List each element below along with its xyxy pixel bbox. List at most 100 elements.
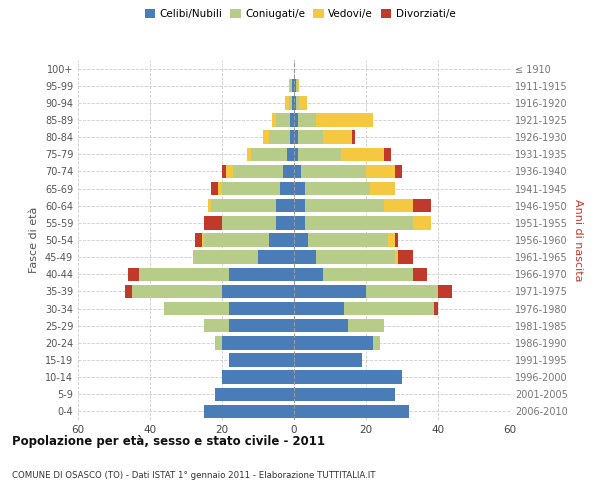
Y-axis label: Anni di nascita: Anni di nascita [573, 198, 583, 281]
Bar [395, 250, 398, 264]
Bar [316, 114, 373, 126]
Bar [341, 148, 384, 161]
Bar [125, 284, 132, 298]
Bar [294, 96, 296, 110]
Bar [323, 130, 352, 144]
Bar [290, 130, 294, 144]
Bar [222, 336, 294, 349]
Bar [283, 164, 294, 178]
Bar [294, 164, 301, 178]
Bar [289, 96, 292, 110]
Bar [215, 388, 294, 401]
Bar [294, 250, 316, 264]
Bar [272, 114, 276, 126]
Bar [258, 250, 294, 264]
Bar [294, 79, 296, 92]
Bar [290, 79, 292, 92]
Bar [164, 302, 229, 316]
Bar [208, 199, 211, 212]
Bar [294, 130, 298, 144]
Bar [229, 319, 294, 332]
Bar [247, 148, 251, 161]
Y-axis label: Fasce di età: Fasce di età [29, 207, 39, 273]
Bar [352, 130, 355, 144]
Bar [289, 79, 290, 92]
Bar [294, 336, 373, 349]
Bar [344, 302, 434, 316]
Bar [292, 79, 294, 92]
Bar [294, 114, 298, 126]
Bar [222, 284, 294, 298]
Bar [193, 250, 258, 264]
Bar [395, 164, 402, 178]
Bar [438, 284, 452, 298]
Bar [294, 199, 305, 212]
Bar [294, 404, 409, 418]
Bar [294, 319, 348, 332]
Bar [294, 284, 366, 298]
Bar [204, 404, 294, 418]
Bar [280, 182, 294, 196]
Text: Popolazione per età, sesso e stato civile - 2011: Popolazione per età, sesso e stato civil… [12, 434, 325, 448]
Bar [204, 319, 229, 332]
Bar [218, 182, 222, 196]
Bar [276, 114, 290, 126]
Bar [305, 199, 384, 212]
Bar [413, 216, 431, 230]
Bar [285, 96, 289, 110]
Bar [298, 148, 341, 161]
Bar [366, 164, 395, 178]
Bar [294, 234, 308, 246]
Bar [269, 130, 290, 144]
Bar [398, 250, 413, 264]
Bar [222, 182, 280, 196]
Bar [413, 268, 427, 281]
Bar [204, 234, 269, 246]
Bar [233, 164, 283, 178]
Bar [287, 148, 294, 161]
Bar [229, 302, 294, 316]
Bar [294, 354, 362, 366]
Legend: Celibi/Nubili, Coniugati/e, Vedovi/e, Divorziati/e: Celibi/Nubili, Coniugati/e, Vedovi/e, Di… [140, 5, 460, 24]
Bar [276, 216, 294, 230]
Bar [348, 319, 384, 332]
Bar [292, 96, 294, 110]
Bar [301, 164, 366, 178]
Bar [222, 370, 294, 384]
Bar [384, 148, 391, 161]
Bar [128, 268, 139, 281]
Bar [294, 388, 395, 401]
Bar [299, 96, 307, 110]
Bar [211, 199, 276, 212]
Bar [395, 234, 398, 246]
Bar [222, 216, 276, 230]
Bar [413, 199, 431, 212]
Bar [370, 182, 395, 196]
Bar [305, 216, 413, 230]
Bar [373, 336, 380, 349]
Bar [215, 336, 222, 349]
Bar [388, 234, 395, 246]
Bar [305, 182, 370, 196]
Bar [296, 96, 299, 110]
Bar [202, 234, 204, 246]
Bar [276, 199, 294, 212]
Bar [263, 130, 269, 144]
Bar [132, 284, 222, 298]
Bar [269, 234, 294, 246]
Bar [366, 284, 438, 298]
Bar [251, 148, 287, 161]
Bar [294, 148, 298, 161]
Bar [211, 182, 218, 196]
Bar [296, 79, 298, 92]
Bar [316, 250, 395, 264]
Bar [323, 268, 413, 281]
Bar [290, 114, 294, 126]
Bar [226, 164, 233, 178]
Bar [195, 234, 202, 246]
Bar [434, 302, 438, 316]
Bar [294, 268, 323, 281]
Bar [139, 268, 229, 281]
Bar [308, 234, 388, 246]
Bar [294, 370, 402, 384]
